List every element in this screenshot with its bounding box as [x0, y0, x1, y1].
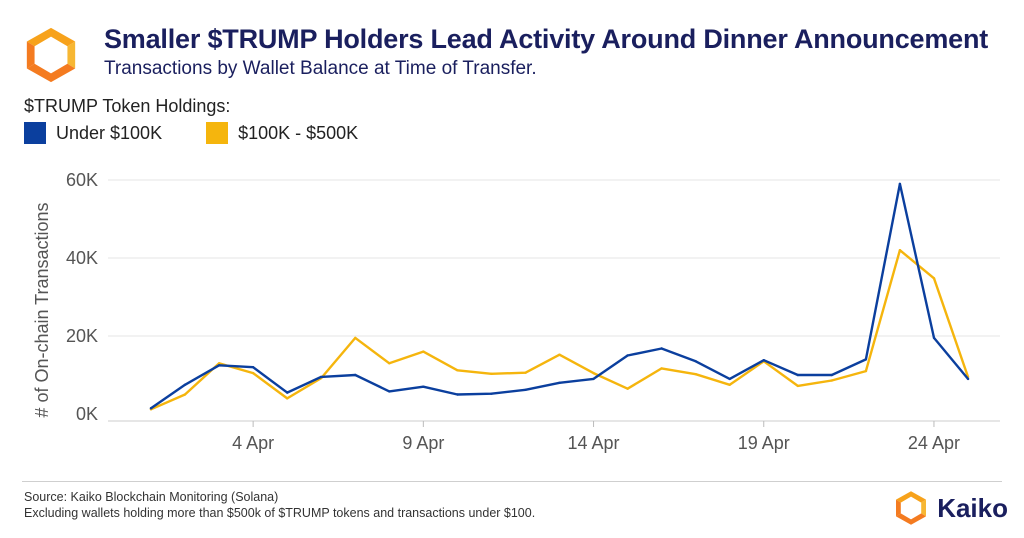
data-point-100k-500k: [660, 367, 663, 370]
data-point-100k-500k: [796, 384, 799, 388]
data-point-100k-500k: [183, 393, 187, 396]
data-point-100k-500k: [217, 362, 221, 365]
brand: Kaiko: [893, 490, 1008, 526]
data-point-100k-500k: [830, 379, 833, 382]
legend: Under $100K $100K - $500K: [24, 122, 402, 144]
data-point-100k-500k: [694, 373, 697, 376]
data-point-under-100k: [388, 390, 391, 393]
chart-title: Smaller $TRUMP Holders Lead Activity Aro…: [104, 24, 989, 54]
data-point-under-100k: [864, 358, 868, 361]
data-point-100k-500k: [932, 277, 936, 280]
y-axis-label: # of On-chain Transactions: [32, 202, 52, 417]
legend-swatch-under-100k: [24, 122, 46, 144]
legend-label-under-100k: Under $100K: [56, 122, 163, 143]
data-point-under-100k: [932, 336, 936, 340]
data-point-100k-500k: [626, 387, 629, 390]
data-point-100k-500k: [898, 249, 902, 252]
data-point-100k-500k: [286, 397, 289, 400]
data-point-under-100k: [626, 354, 629, 357]
source-note: Source: Kaiko Blockchain Monitoring (Sol…: [24, 490, 279, 504]
kaiko-brand-icon: [896, 491, 927, 525]
data-point-under-100k: [694, 360, 697, 363]
legend-title: $TRUMP Token Holdings:: [24, 96, 231, 116]
data-point-under-100k: [592, 377, 595, 381]
data-point-under-100k: [422, 385, 425, 388]
series-line-under-100k: [149, 182, 970, 410]
data-point-100k-500k: [728, 383, 731, 386]
data-point-under-100k: [490, 392, 493, 395]
x-tick-label: 4 Apr: [232, 433, 274, 453]
y-tick-label: 40K: [66, 248, 98, 268]
data-point-under-100k: [728, 377, 731, 381]
data-point-under-100k: [762, 359, 765, 362]
data-point-under-100k: [320, 375, 323, 379]
data-point-100k-500k: [524, 371, 527, 374]
data-point-100k-500k: [354, 336, 357, 340]
data-point-under-100k: [524, 388, 527, 391]
exclusion-note: Excluding wallets holding more than $500…: [24, 506, 536, 520]
legend-label-100k-500k: $100K - $500K: [238, 122, 359, 143]
data-point-100k-500k: [558, 353, 561, 356]
chart-subtitle: Transactions by Wallet Balance at Time o…: [104, 58, 537, 79]
brand-name: Kaiko: [937, 492, 1008, 523]
y-tick-label: 60K: [66, 170, 98, 190]
data-point-under-100k: [898, 182, 902, 186]
data-point-100k-500k: [864, 369, 868, 373]
data-point-under-100k: [217, 364, 221, 367]
data-point-100k-500k: [251, 371, 255, 375]
x-tick-label: 9 Apr: [402, 433, 444, 453]
data-point-under-100k: [251, 366, 255, 369]
data-point-under-100k: [966, 377, 970, 381]
data-point-under-100k: [149, 407, 153, 410]
x-tick-label: 19 Apr: [738, 433, 790, 453]
data-point-under-100k: [183, 383, 187, 386]
data-point-100k-500k: [388, 362, 391, 365]
data-point-100k-500k: [422, 350, 425, 353]
legend-swatch-100k-500k: [206, 122, 229, 144]
data-point-under-100k: [354, 373, 357, 377]
legend-item-100k-500k: $100K - $500K: [206, 122, 358, 144]
series-line-100k-500k: [149, 248, 970, 411]
data-point-under-100k: [456, 393, 459, 396]
data-point-under-100k: [830, 373, 833, 377]
footer-divider: [22, 481, 1002, 482]
data-point-under-100k: [558, 381, 561, 384]
x-tick-label: 24 Apr: [908, 433, 960, 453]
data-point-under-100k: [286, 391, 289, 394]
y-tick-label: 20K: [66, 326, 98, 346]
kaiko-logo-icon: [26, 27, 76, 83]
y-tick-label: 0K: [76, 404, 98, 424]
data-point-under-100k: [796, 373, 799, 377]
data-point-under-100k: [660, 347, 663, 350]
legend-item-under-100k: Under $100K: [24, 122, 162, 144]
x-tick-label: 14 Apr: [568, 433, 620, 453]
data-point-100k-500k: [456, 369, 459, 372]
data-point-100k-500k: [490, 372, 493, 375]
data-point-100k-500k: [592, 371, 595, 375]
line-chart: 0K 20K 40K 60K 4 Apr 9 Apr 14 Apr 19 Apr 24 Apr #…: [32, 170, 1000, 453]
